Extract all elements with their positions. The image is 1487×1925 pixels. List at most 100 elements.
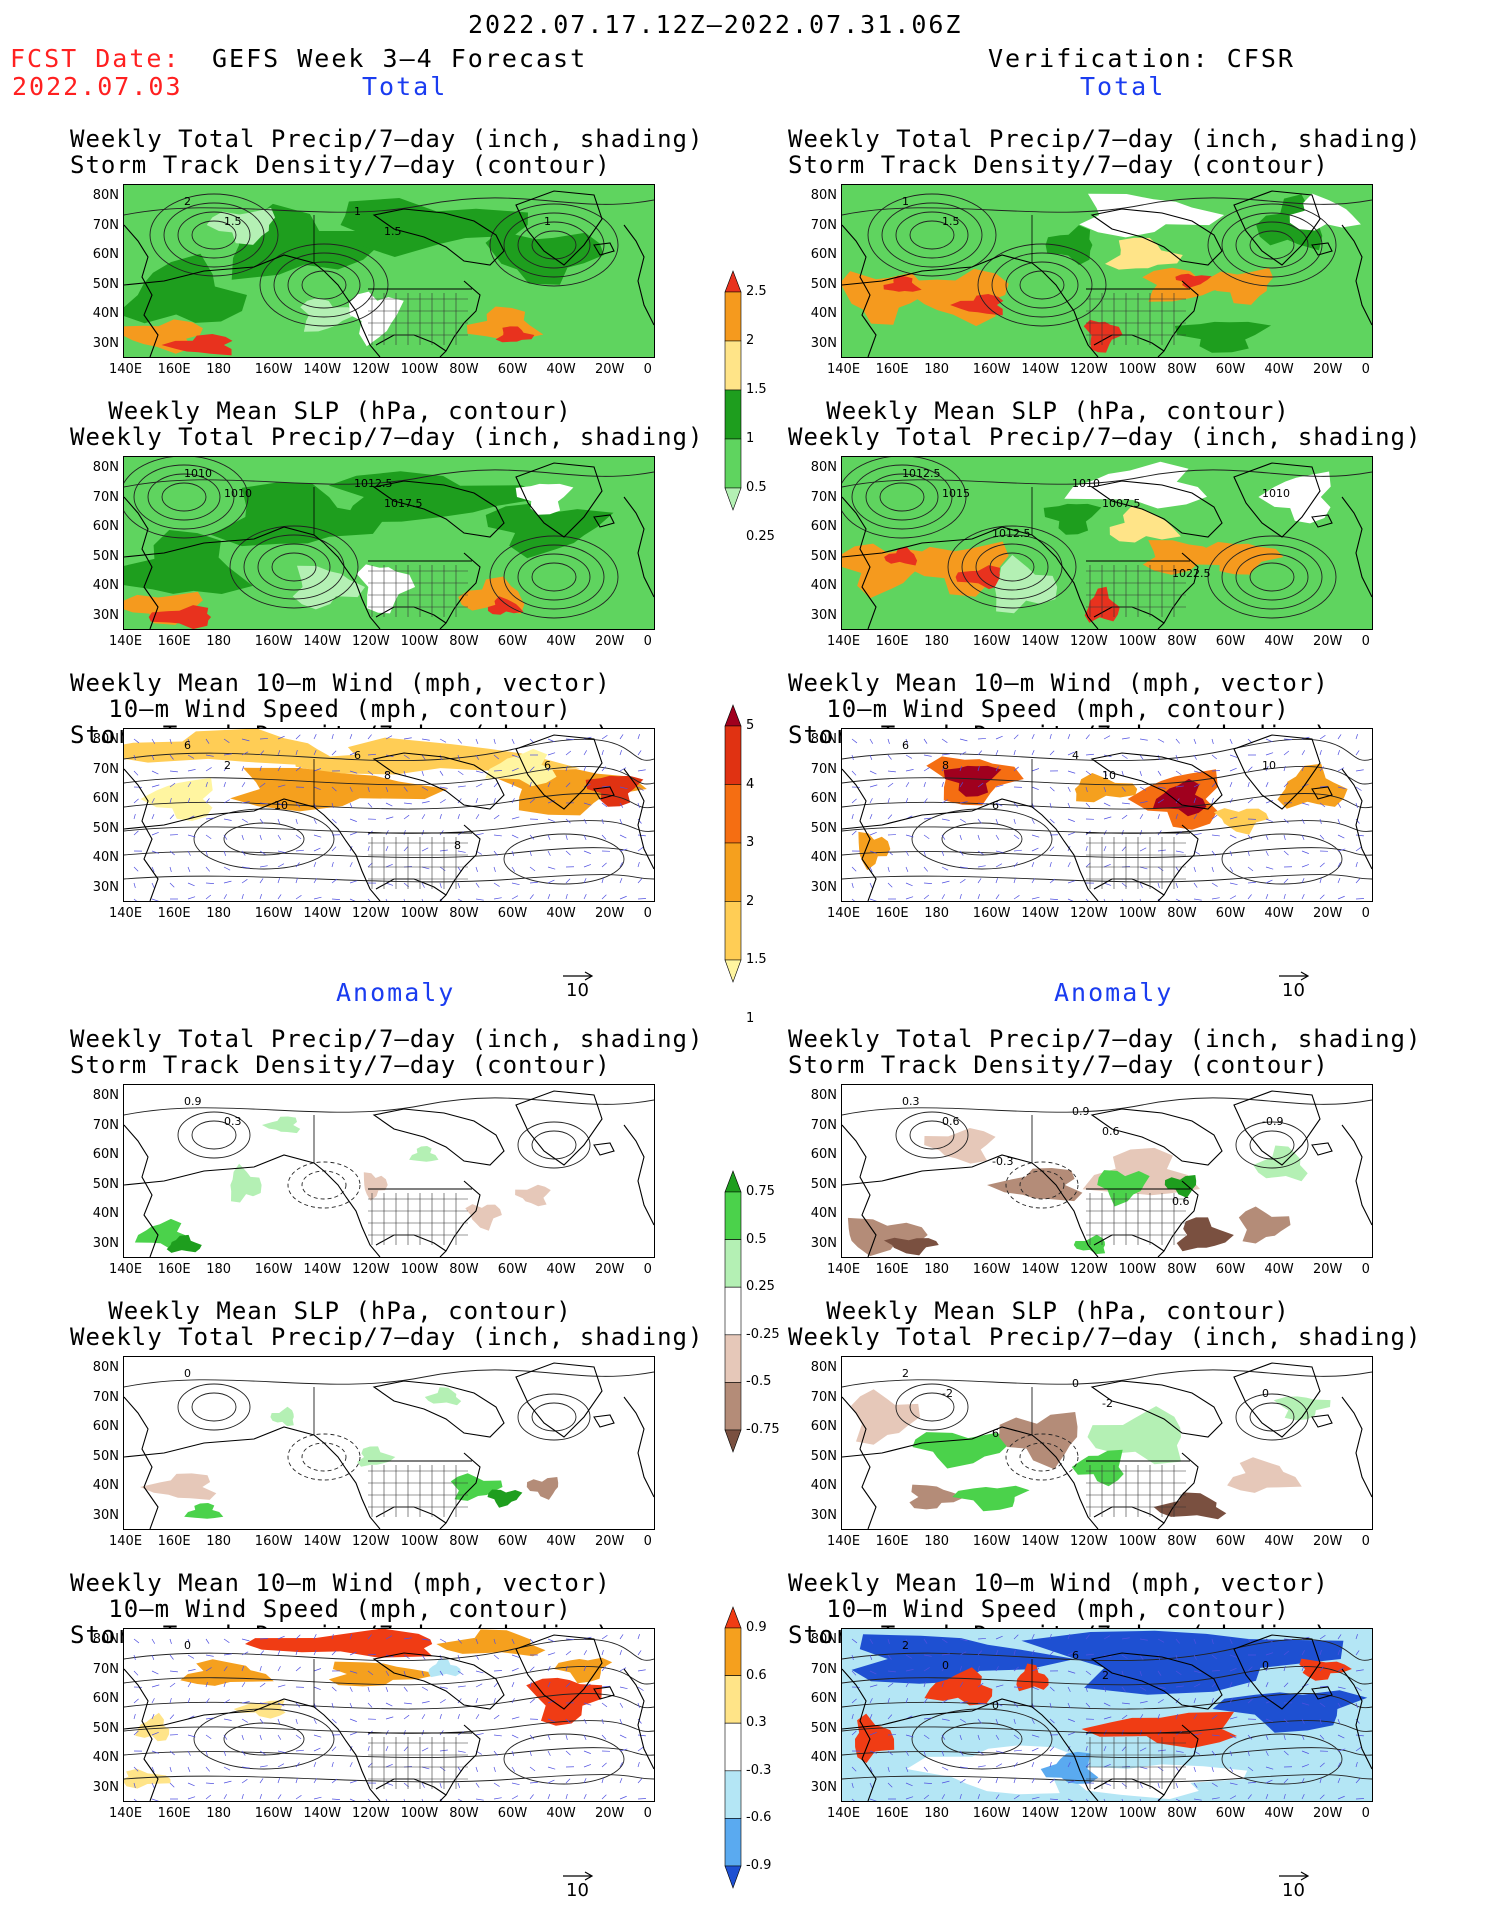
svg-text:2: 2 [1102,1669,1109,1682]
lon-label: 20W [595,1534,625,1549]
right-column-title: Verification: CFSR [988,44,1295,73]
lon-label: 160W [254,634,293,649]
lon-label: 80W [449,906,479,921]
shading-area [180,1659,274,1686]
lon-label: 60W [1215,906,1246,921]
shading-area [1289,193,1361,231]
colorbar-tick-label: 1 [746,431,755,446]
svg-text:6: 6 [1072,1649,1079,1662]
svg-text:0.3: 0.3 [224,1115,242,1128]
shading-area [1273,1396,1331,1421]
contour-label: 0 [1262,1659,1269,1672]
lon-label: 120W [352,634,390,649]
shading-area [1087,1406,1182,1465]
contour-label: 10 [1262,759,1276,772]
lat-label: 70N [810,1389,837,1405]
svg-text:0: 0 [184,1639,191,1652]
lat-label: 50N [92,820,119,836]
valid-period: 2022.07.17.12Z—2022.07.31.06Z [468,10,963,39]
shading-area [485,503,614,559]
colorbar-segment [724,1170,742,1193]
lon-label: 120W [1070,1534,1108,1549]
contour-label: 1010 [184,467,212,480]
lat-label: 30N [92,1779,119,1795]
svg-text:1: 1 [544,215,551,228]
lon-label: 160E [875,1262,909,1277]
lon-label: 0 [643,1806,652,1821]
svg-text:2: 2 [902,1639,909,1652]
svg-text:0: 0 [184,1367,191,1380]
lon-label: 140W [303,1262,342,1277]
lon-label: 100W [400,1806,439,1821]
lon-label: 100W [400,1534,439,1549]
contour-label: 1022.5 [1172,567,1211,580]
lon-label: 160W [972,362,1011,377]
svg-text:1015: 1015 [942,487,970,500]
lon-label: 20W [1313,1806,1343,1821]
lon-label: 40W [1264,362,1294,377]
lon-label: 140E [827,906,861,921]
contour-label: -0.3 [992,1155,1013,1168]
lat-label: 30N [810,879,837,895]
colorbar-segment [724,959,742,983]
shading-area [906,1745,1079,1795]
contour-label: 6 [544,759,551,772]
colorbar-tick-label: -0.9 [746,1858,772,1873]
colorbar-tick-label: 5 [746,718,755,733]
svg-text:0: 0 [1262,1659,1269,1672]
lon-label: 60W [497,362,528,377]
map-panel-r6: 2 0 6 2 0 0 [841,1628,1373,1802]
shading-area [1164,1175,1197,1198]
lon-label: 100W [1118,1806,1157,1821]
l1-title: Weekly Total Precip/7—day (inch, shading… [70,125,704,179]
lon-label: 100W [1118,906,1157,921]
lat-label: 40N [92,850,119,865]
lon-label: 140W [1021,634,1060,649]
colorbar-segment [724,438,742,489]
lon-label: 160E [157,1534,191,1549]
map-panel-r4: 0.3 0.6 0.9 0.6 -0.9 -0.3 0.6 [841,1084,1373,1258]
contour-label: 0.3 [224,1115,242,1128]
svg-text:-0.9: -0.9 [1262,1115,1283,1128]
map-panel-r5: 2 -2 0 -2 0 6 [841,1356,1373,1530]
lat-label: 60N [92,791,119,806]
lon-label: 0 [643,1262,652,1277]
vector-ref-value-r3: 10 [1282,980,1305,1001]
lon-label: 120W [1070,634,1108,649]
colorbar-tick-label: 4 [746,776,755,792]
shading-area [262,1116,301,1134]
lon-label: 120W [1070,1806,1108,1821]
lat-label: 70N [810,489,837,505]
lon-label: 0 [643,1534,652,1549]
svg-text:10: 10 [1262,759,1276,772]
shading-area [363,1172,388,1201]
contour-label: 1015 [942,487,970,500]
shading-area [1142,540,1234,575]
lon-label: 40W [546,1534,576,1549]
colorbar-tick-label: -0.3 [746,1762,772,1778]
lon-label: 140E [827,1534,861,1549]
colorbar-tick-label: 0.3 [746,1715,767,1731]
lon-label: 20W [595,1806,625,1821]
svg-text:6: 6 [184,739,191,752]
shading-area [909,1484,966,1510]
lon-label: 160E [875,362,909,377]
lat-label: 30N [810,335,837,351]
colorbar-segment [724,1191,742,1240]
lon-label: 160E [875,1806,909,1821]
lon-label: 80W [449,1806,479,1821]
colorbar-tick-label: -0.5 [746,1374,772,1390]
colorbar-segment [724,901,742,961]
lat-label: 80N [810,460,837,475]
l4-title: Weekly Total Precip/7—day (inch, shading… [70,1025,704,1079]
svg-text:-2: -2 [1102,1397,1113,1410]
svg-text:4: 4 [1072,749,1079,762]
lon-label: 100W [400,906,439,921]
shading-area [1174,321,1272,353]
lon-label: 60W [1215,1806,1246,1821]
svg-text:-0.3: -0.3 [992,1155,1013,1168]
lon-label: 160W [972,634,1011,649]
lon-label: 80W [1167,634,1197,649]
lat-label: 80N [810,1632,837,1647]
shading-area [135,1712,170,1742]
